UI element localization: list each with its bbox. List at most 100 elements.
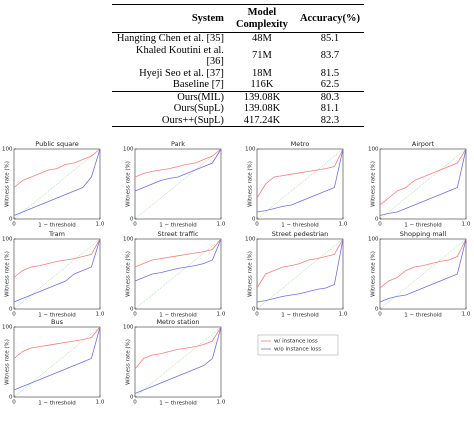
x-tick-label: 0 bbox=[133, 222, 137, 228]
cell: 81.1 bbox=[320, 103, 340, 114]
x-tick-label: 1.0 bbox=[217, 312, 226, 318]
diagonal bbox=[134, 326, 222, 398]
data-line bbox=[13, 148, 101, 216]
x-tick-label: 1.0 bbox=[217, 400, 226, 406]
x-axis-label: 1 − threshold bbox=[281, 313, 319, 319]
x-axis-label: 1 − threshold bbox=[404, 313, 442, 319]
diagonal bbox=[256, 238, 344, 310]
row: Ours(MIL) 139.08K 80.3 bbox=[112, 91, 364, 103]
row: Ours++(SupL) 417.24K 82.3 bbox=[112, 115, 364, 127]
legend-box bbox=[257, 334, 339, 356]
cell: 139.08K bbox=[243, 91, 281, 103]
y-tick-label: 100 bbox=[245, 147, 256, 153]
plot-frame bbox=[256, 148, 344, 220]
y-axis-label: Witness rate (%) bbox=[126, 251, 132, 297]
diagonal bbox=[256, 148, 344, 220]
plot-frame bbox=[134, 148, 222, 220]
diagonal bbox=[13, 238, 101, 310]
legend-label: w/o instance loss bbox=[274, 347, 321, 353]
y-tick-label: 0 bbox=[252, 217, 256, 223]
x-axis-label: 1 − threshold bbox=[38, 401, 76, 407]
y-tick-label: 100 bbox=[368, 147, 379, 153]
y-tick-label: 100 bbox=[123, 325, 134, 331]
cell: 83.7 bbox=[320, 50, 340, 62]
cell: Hangting Chen et al. [35] bbox=[116, 33, 224, 44]
y-axis-label: Witness rate (%) bbox=[5, 161, 11, 207]
chart-title: Park bbox=[171, 140, 185, 148]
x-axis-label: 1 − threshold bbox=[38, 223, 76, 229]
data-line bbox=[134, 238, 222, 282]
row-group: Hangting Chen et al. [35] 48M 85.1 Khaled K… bbox=[112, 33, 364, 91]
cell: 116K bbox=[250, 79, 274, 90]
data-line bbox=[13, 326, 101, 359]
header-cell: Model Complexity bbox=[235, 7, 288, 30]
x-tick-label: 1.0 bbox=[462, 222, 471, 228]
diagonal bbox=[379, 238, 467, 310]
x-tick-label: 1.0 bbox=[96, 312, 105, 318]
chart-title: Bus bbox=[51, 318, 64, 326]
diagonal bbox=[13, 148, 101, 220]
cell: Ours(SupL) bbox=[173, 103, 224, 114]
chart-title: Shopping mall bbox=[400, 230, 447, 238]
y-axis-label: Witness rate (%) bbox=[5, 339, 11, 385]
plot-frame bbox=[134, 238, 222, 310]
x-axis-label: 1 − threshold bbox=[38, 313, 76, 319]
data-line bbox=[13, 238, 101, 303]
y-axis-label: Witness rate (%) bbox=[248, 161, 254, 207]
plot-frame bbox=[256, 238, 344, 310]
cell: 81.5 bbox=[320, 67, 340, 79]
cell: 48M bbox=[252, 33, 272, 44]
cell: 18M bbox=[252, 67, 272, 79]
cell: Ours(MIL) bbox=[177, 91, 224, 103]
row: Ours(SupL) 139.08K 81.1 bbox=[112, 103, 364, 115]
plot-frame bbox=[13, 238, 101, 310]
x-tick-label: 0 bbox=[12, 400, 16, 406]
results-table: System Model Complexity Accuracy(%) Hangti… bbox=[112, 4, 364, 127]
x-axis-label: 1 − threshold bbox=[281, 223, 319, 229]
y-tick-label: 0 bbox=[9, 395, 13, 401]
plot-frame bbox=[13, 148, 101, 220]
y-tick-label: 0 bbox=[375, 217, 379, 223]
data-line bbox=[256, 148, 344, 213]
data-line bbox=[134, 238, 222, 268]
cell: 82.3 bbox=[320, 114, 340, 126]
data-line bbox=[134, 148, 222, 192]
y-axis-label: Witness rate (%) bbox=[248, 251, 254, 297]
data-line bbox=[134, 326, 222, 394]
cell: 62.5 bbox=[320, 79, 340, 90]
x-tick-label: 1.0 bbox=[462, 312, 471, 318]
data-line bbox=[13, 148, 101, 188]
x-axis-label: 1 − threshold bbox=[159, 401, 197, 407]
x-tick-label: 0 bbox=[378, 312, 382, 318]
x-tick-label: 0 bbox=[12, 312, 16, 318]
data-line bbox=[256, 238, 344, 303]
diagonal bbox=[134, 148, 222, 220]
y-tick-label: 0 bbox=[375, 307, 379, 313]
data-line bbox=[256, 148, 344, 199]
row: Hyeji Seo et al. [37] 18M 81.5 bbox=[112, 68, 364, 80]
cell: 80.3 bbox=[320, 91, 340, 103]
y-tick-label: 0 bbox=[9, 307, 13, 313]
legend-label: w/ instance loss bbox=[274, 339, 318, 345]
y-axis-label: Witness rate (%) bbox=[5, 251, 11, 297]
cell: 71M bbox=[252, 50, 272, 62]
header-cell: System bbox=[191, 12, 224, 24]
diagonal bbox=[134, 238, 222, 310]
cell: 85.1 bbox=[320, 33, 340, 44]
x-tick-label: 0 bbox=[133, 312, 137, 318]
chart-title: Tram bbox=[48, 230, 65, 238]
y-tick-label: 100 bbox=[2, 325, 13, 331]
x-axis-label: 1 − threshold bbox=[159, 223, 197, 229]
plot-frame bbox=[134, 326, 222, 398]
y-tick-label: 100 bbox=[123, 147, 134, 153]
row-group: Ours(MIL) 139.08K 80.3 Ours(SupL) 139.08K 81.… bbox=[112, 91, 364, 127]
y-axis-label: Witness rate (%) bbox=[371, 251, 377, 297]
y-tick-label: 0 bbox=[130, 395, 134, 401]
x-tick-label: 1.0 bbox=[339, 312, 348, 318]
cell: 139.08K bbox=[243, 103, 281, 114]
x-tick-label: 0 bbox=[12, 222, 16, 228]
data-line bbox=[379, 148, 467, 206]
x-tick-label: 1.0 bbox=[96, 222, 105, 228]
y-tick-label: 0 bbox=[130, 307, 134, 313]
